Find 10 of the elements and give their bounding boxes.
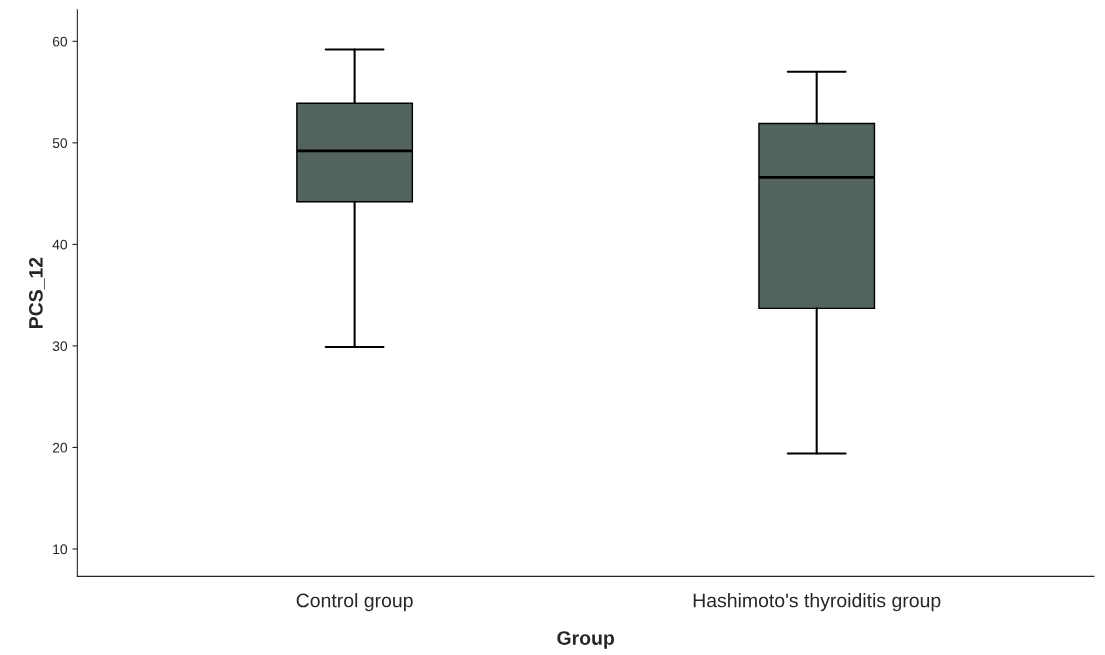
y-tick-label: 10	[53, 544, 68, 555]
x-tick-label: Hashimoto's thyroiditis group	[693, 593, 941, 612]
x-axis-title: Group	[557, 631, 615, 649]
y-tick-label: 20	[52, 442, 68, 453]
x-tick-label: Control group	[296, 593, 413, 612]
y-tick-label: 50	[52, 138, 68, 149]
y-tick-label: 40	[52, 239, 68, 250]
y-tick-label: 30	[52, 341, 68, 352]
y-axis-title: PCS_12	[29, 257, 45, 329]
y-tick-label: 60	[52, 36, 68, 47]
